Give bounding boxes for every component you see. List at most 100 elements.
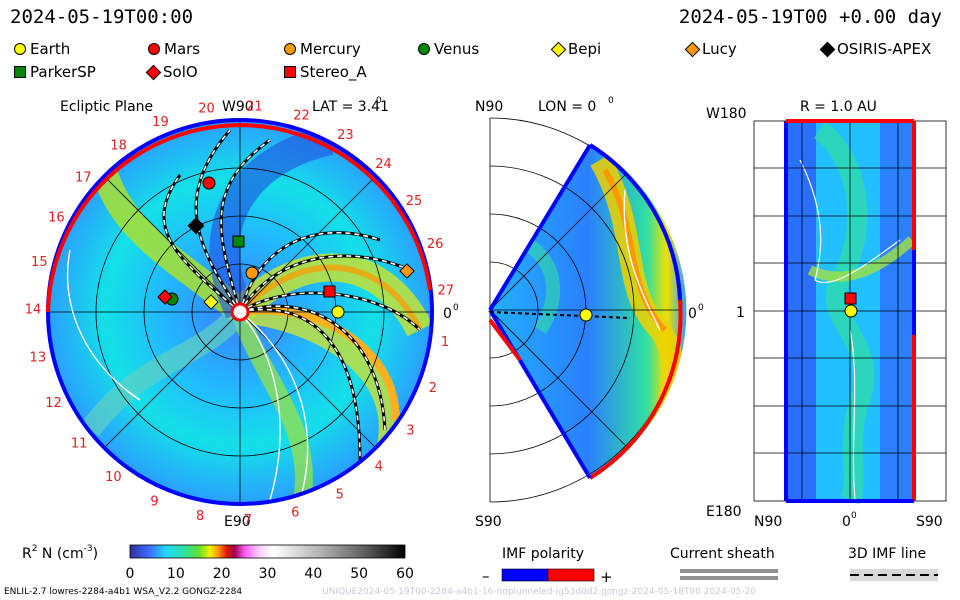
carrington-label: 22 xyxy=(293,108,310,123)
lucy-marker xyxy=(399,263,415,279)
footer-right: UNIQUE2024-05-19T00-2284-a4b1-16-noplunn… xyxy=(322,587,757,597)
carrington-label: 17 xyxy=(75,171,92,186)
carrington-label: 6 xyxy=(291,505,299,520)
carrington-label: 10 xyxy=(105,470,122,485)
meridional-top-label: N90 xyxy=(475,99,503,115)
ecliptic-top-label: W90 xyxy=(222,99,254,115)
legend-item-mercury: Mercury xyxy=(284,40,361,58)
shell-x-left: N90 xyxy=(754,514,782,530)
footer-left: ENLIL-2.7 lowres-2284-a4b1 WSA_V2.2 GONG… xyxy=(4,587,243,597)
colorbar-tick: 20 xyxy=(213,566,231,582)
carrington-label: 21 xyxy=(246,100,263,115)
carrington-label: 24 xyxy=(375,157,392,172)
ecliptic-right-deg: 0 xyxy=(453,303,459,313)
carrington-label: 19 xyxy=(152,115,169,130)
earth-marker xyxy=(331,305,345,319)
ecliptic-title: Ecliptic Plane xyxy=(60,99,153,115)
carrington-label: 2 xyxy=(429,381,437,396)
bepi-marker xyxy=(203,294,219,310)
sun-marker xyxy=(230,302,250,322)
meridional-title: LON = 0 xyxy=(538,99,596,115)
mercury-marker xyxy=(245,266,259,280)
svg-text:+: + xyxy=(600,568,613,586)
legend-item-stereo-a: Stereo_A xyxy=(284,63,367,81)
legend-label: OSIRIS-APEX xyxy=(837,40,932,58)
svg-text:R2 N (cm-3): R2 N (cm-3) xyxy=(22,544,98,562)
circle-icon xyxy=(284,43,296,55)
meridional-right-deg: 0 xyxy=(698,303,704,313)
shell-title: R = 1.0 AU xyxy=(800,99,877,115)
legend-item-parkersp: ParkerSP xyxy=(14,63,96,81)
square-icon xyxy=(284,66,296,78)
circle-icon xyxy=(14,43,26,55)
ecliptic-bottom-label: E90 xyxy=(224,514,251,530)
svg-text:Current sheath: Current sheath xyxy=(670,546,775,562)
carrington-label: 11 xyxy=(71,436,88,451)
shell-bottom-left: E180 xyxy=(706,504,742,520)
meridional-earth-marker xyxy=(579,308,593,322)
parkersp-marker xyxy=(232,235,245,248)
legend-label: Venus xyxy=(434,40,480,58)
carrington-label: 16 xyxy=(48,210,65,225)
meridional-panel: N90 LON = 0 0 S90 0 0 xyxy=(475,96,704,530)
current-sheath-lines xyxy=(66,249,309,501)
legend-item-venus: Venus xyxy=(418,40,479,58)
carrington-label: 7 xyxy=(244,513,252,528)
stereo-a-marker xyxy=(323,285,336,298)
ecliptic-right-label: 0 xyxy=(443,306,452,322)
colorbar: R2 N (cm-3) 0 10 20 30 40 50 60 xyxy=(22,544,414,582)
colorbar-tick: 10 xyxy=(167,566,185,582)
svg-text:–: – xyxy=(482,567,490,585)
colorbar-ticks: 0 10 20 30 40 50 60 xyxy=(126,566,414,582)
carrington-label: 20 xyxy=(198,102,215,117)
solo-marker xyxy=(157,289,173,305)
carrington-label: 26 xyxy=(427,237,444,252)
carrington-label: 12 xyxy=(45,396,62,411)
shell-x-mid: 0 xyxy=(842,514,851,530)
carrington-label: 5 xyxy=(336,487,344,502)
ecliptic-lat: LAT = 3.41 xyxy=(312,99,389,115)
ecliptic-lat-deg: 0 xyxy=(376,96,382,106)
carrington-label: 3 xyxy=(406,424,414,439)
carrington-label: 25 xyxy=(406,194,423,209)
shell-x-right: S90 xyxy=(916,514,943,530)
carrington-label: 9 xyxy=(150,495,158,510)
carrington-label: 8 xyxy=(196,509,204,524)
legend-item-lucy: Lucy xyxy=(684,40,737,58)
carrington-label: 4 xyxy=(375,460,383,475)
ecliptic-spirals xyxy=(81,125,432,504)
legend-label: Earth xyxy=(30,40,71,58)
legend-label: Mercury xyxy=(300,40,361,58)
legend-item-bepi: Bepi xyxy=(550,40,602,58)
square-icon xyxy=(14,66,26,78)
meridional-right-label: 0 xyxy=(688,306,697,322)
svg-text:3D IMF line: 3D IMF line xyxy=(848,546,926,562)
legend-label: Bepi xyxy=(568,40,602,58)
legend-item-osiris-apex: OSIRIS-APEX xyxy=(819,40,932,58)
time-right: 2024-05-19T00 +0.00 day xyxy=(678,6,942,28)
colorbar-tick: 40 xyxy=(304,566,322,582)
carrington-label: 18 xyxy=(110,138,127,153)
shell-stereo-a-marker xyxy=(844,292,857,305)
carrington-label: 15 xyxy=(31,255,48,270)
colorbar-tick: 60 xyxy=(396,566,414,582)
svg-text:IMF polarity: IMF polarity xyxy=(502,546,584,562)
carrington-label: 27 xyxy=(438,284,455,299)
circle-icon xyxy=(418,43,430,55)
ecliptic-panel: Ecliptic Plane W90 LAT = 3.41 0 E90 0 0 … xyxy=(25,96,459,530)
legend-label: Mars xyxy=(164,40,201,58)
shell-x-mid-deg: 0 xyxy=(851,511,857,521)
shell-panel: R = 1.0 AU W180 E180 1 N90 0 0 S90 xyxy=(706,99,947,530)
shell-top-left: W180 xyxy=(706,106,747,122)
imf-lines-dash xyxy=(163,129,421,461)
legend-label: Lucy xyxy=(702,40,737,58)
legend-label: SolO xyxy=(163,63,198,81)
imf-line-legend: 3D IMF line xyxy=(848,546,938,581)
mars-marker xyxy=(202,176,216,190)
current-sheath-legend: Current sheath xyxy=(670,546,778,580)
colorbar-tick: 0 xyxy=(126,566,135,582)
circle-icon xyxy=(148,43,160,55)
shell-earth-marker xyxy=(844,304,858,318)
